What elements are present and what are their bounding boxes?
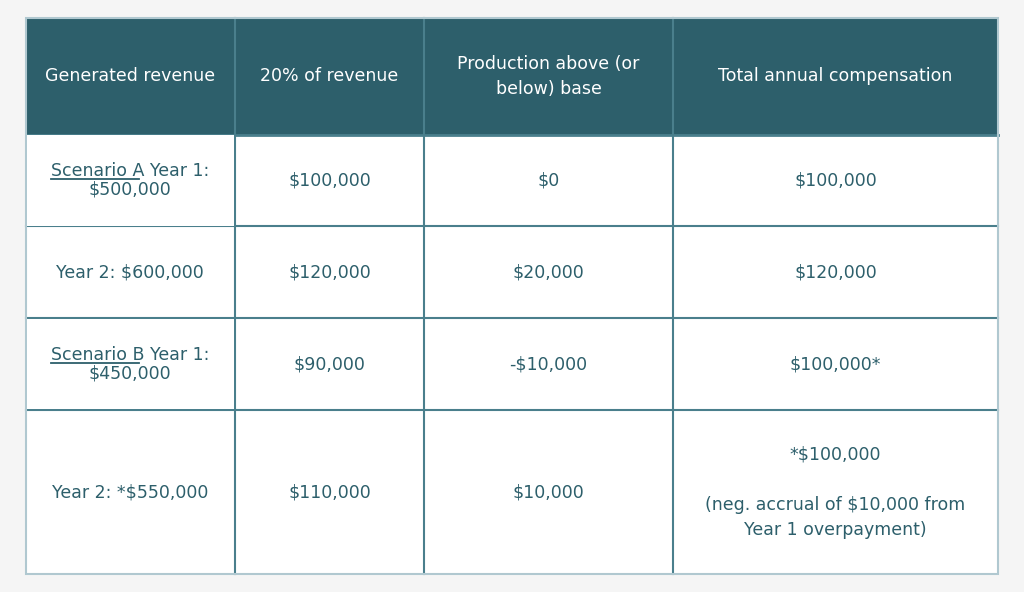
Bar [234, 18, 424, 134]
Bar [424, 134, 673, 227]
Bar [26, 134, 234, 227]
Bar [424, 410, 673, 574]
Text: Scenario B Year 1:: Scenario B Year 1: [51, 346, 209, 364]
Text: $450,000: $450,000 [89, 365, 171, 382]
Bar [424, 18, 673, 134]
Text: $100,000*: $100,000* [790, 355, 882, 373]
Text: $100,000: $100,000 [288, 172, 371, 189]
Bar [26, 410, 234, 574]
Text: Year 2: *$550,000: Year 2: *$550,000 [52, 483, 208, 501]
Text: $100,000: $100,000 [794, 172, 877, 189]
Text: $0: $0 [538, 172, 559, 189]
Text: $120,000: $120,000 [288, 263, 371, 281]
Text: *$100,000

(neg. accrual of $10,000 from
Year 1 overpayment): *$100,000 (neg. accrual of $10,000 from … [706, 446, 966, 539]
Text: Total annual compensation: Total annual compensation [718, 67, 952, 85]
Text: Scenario A Year 1:
$500,000: Scenario A Year 1: $500,000 [51, 159, 209, 202]
Bar [27, 135, 233, 226]
Bar [234, 226, 424, 318]
Text: $20,000: $20,000 [513, 263, 585, 281]
Text: $120,000: $120,000 [794, 263, 877, 281]
Text: Production above (or
below) base: Production above (or below) base [458, 54, 640, 98]
Bar [26, 318, 234, 410]
Text: Scenario A Year 1:: Scenario A Year 1: [51, 162, 209, 180]
Bar [234, 410, 424, 574]
Text: 20% of revenue: 20% of revenue [260, 67, 398, 85]
Bar [424, 226, 673, 318]
Bar [27, 319, 233, 410]
Bar [673, 318, 998, 410]
Text: $90,000: $90,000 [294, 355, 366, 373]
Text: $500,000: $500,000 [89, 181, 172, 199]
Bar [234, 134, 424, 227]
Bar [26, 226, 234, 318]
Bar [673, 18, 998, 134]
Bar [673, 226, 998, 318]
Text: Generated revenue: Generated revenue [45, 67, 215, 85]
Text: $10,000: $10,000 [513, 483, 585, 501]
Text: Year 2: $600,000: Year 2: $600,000 [56, 263, 204, 281]
Bar [234, 318, 424, 410]
Text: -$10,000: -$10,000 [509, 355, 588, 373]
Text: $110,000: $110,000 [288, 483, 371, 501]
Bar [26, 18, 234, 134]
Text: Scenario B Year 1:
$450,000: Scenario B Year 1: $450,000 [51, 343, 209, 385]
Bar [424, 318, 673, 410]
Bar [673, 134, 998, 227]
Bar [673, 410, 998, 574]
